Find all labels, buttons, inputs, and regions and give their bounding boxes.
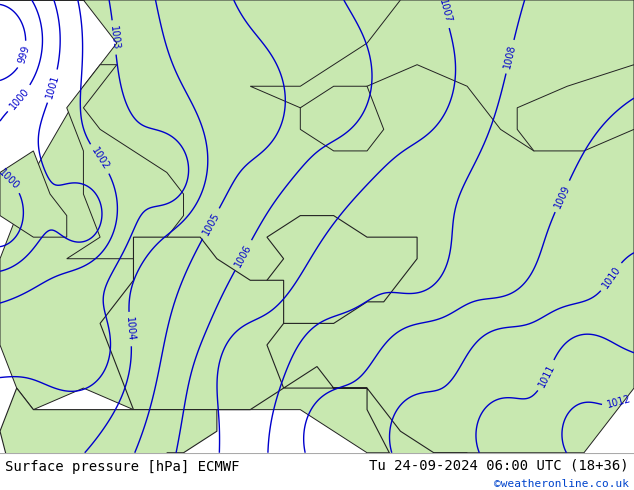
Text: ©weatheronline.co.uk: ©weatheronline.co.uk: [494, 479, 629, 490]
Text: 1001: 1001: [44, 73, 61, 99]
Text: 1011: 1011: [536, 363, 557, 389]
Text: Tu 24-09-2024 06:00 UTC (18+36): Tu 24-09-2024 06:00 UTC (18+36): [369, 459, 629, 473]
Text: 1000: 1000: [8, 86, 31, 111]
Polygon shape: [267, 216, 417, 323]
Text: 1003: 1003: [108, 24, 120, 50]
Polygon shape: [0, 388, 217, 490]
Text: 1012: 1012: [605, 393, 632, 410]
Text: 1009: 1009: [552, 183, 572, 210]
Text: 999: 999: [16, 45, 31, 65]
Polygon shape: [283, 367, 467, 490]
Polygon shape: [0, 151, 67, 237]
Text: 1002: 1002: [89, 146, 111, 172]
Polygon shape: [517, 65, 634, 151]
Polygon shape: [67, 65, 183, 259]
Polygon shape: [100, 237, 283, 410]
Text: 1006: 1006: [233, 242, 254, 269]
Text: 1000: 1000: [0, 167, 22, 192]
Polygon shape: [0, 0, 634, 453]
Polygon shape: [250, 0, 634, 151]
Text: 1007: 1007: [437, 0, 453, 24]
Polygon shape: [301, 86, 384, 151]
Text: 1010: 1010: [600, 264, 622, 290]
Text: 1008: 1008: [502, 44, 517, 70]
Text: Surface pressure [hPa] ECMWF: Surface pressure [hPa] ECMWF: [5, 460, 240, 474]
Text: 1005: 1005: [200, 210, 221, 237]
Text: 1004: 1004: [124, 317, 136, 342]
